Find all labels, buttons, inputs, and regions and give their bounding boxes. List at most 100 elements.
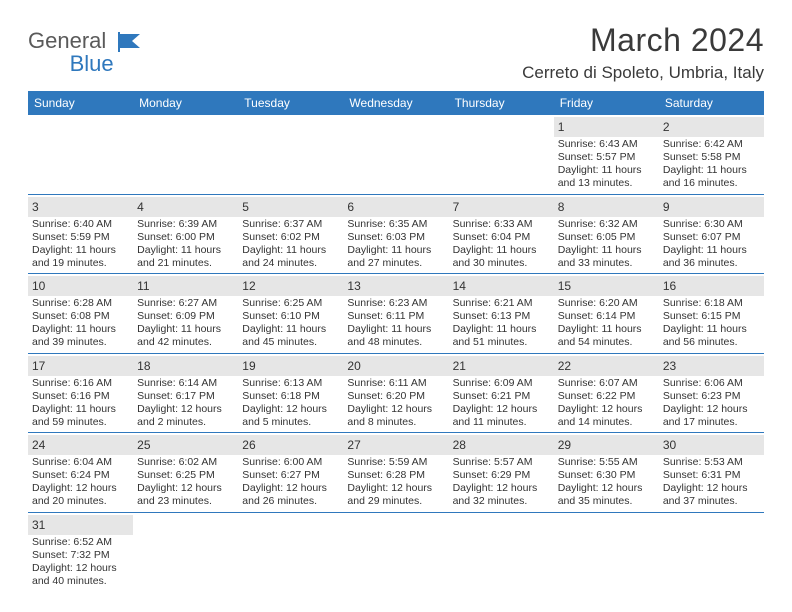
day-number-bar: 26 [238, 435, 343, 455]
day-cell: 26Sunrise: 6:00 AMSunset: 6:27 PMDayligh… [238, 433, 343, 512]
day-cell: 30Sunrise: 5:53 AMSunset: 6:31 PMDayligh… [659, 433, 764, 512]
day-info-line: Sunset: 5:58 PM [663, 151, 760, 164]
day-info-line: Daylight: 12 hours [137, 403, 234, 416]
week-row: 17Sunrise: 6:16 AMSunset: 6:16 PMDayligh… [28, 354, 764, 434]
day-number: 28 [453, 438, 466, 452]
day-cell [238, 513, 343, 592]
day-info-line: Sunrise: 6:42 AM [663, 138, 760, 151]
day-number-bar: 17 [28, 356, 133, 376]
day-number-bar: 18 [133, 356, 238, 376]
day-cell: 12Sunrise: 6:25 AMSunset: 6:10 PMDayligh… [238, 274, 343, 353]
page-title: March 2024 [522, 22, 764, 59]
day-info-line: Sunset: 6:16 PM [32, 390, 129, 403]
day-number: 11 [137, 279, 149, 293]
day-info-line: Sunset: 5:57 PM [558, 151, 655, 164]
logo-text-general: General [28, 28, 106, 53]
day-info-line: Daylight: 11 hours [347, 244, 444, 257]
day-info-line: Daylight: 11 hours [558, 323, 655, 336]
day-number-bar: 15 [554, 276, 659, 296]
day-info-line: Sunrise: 6:25 AM [242, 297, 339, 310]
day-info-line: Sunset: 6:25 PM [137, 469, 234, 482]
day-cell: 8Sunrise: 6:32 AMSunset: 6:05 PMDaylight… [554, 195, 659, 274]
day-number: 22 [558, 359, 571, 373]
day-info-line: Daylight: 11 hours [663, 323, 760, 336]
day-number: 21 [453, 359, 466, 373]
day-cell: 21Sunrise: 6:09 AMSunset: 6:21 PMDayligh… [449, 354, 554, 433]
day-cell: 11Sunrise: 6:27 AMSunset: 6:09 PMDayligh… [133, 274, 238, 353]
day-cell [554, 513, 659, 592]
day-cell: 4Sunrise: 6:39 AMSunset: 6:00 PMDaylight… [133, 195, 238, 274]
day-info-line: Sunset: 6:24 PM [32, 469, 129, 482]
day-info-line: and 20 minutes. [32, 495, 129, 508]
day-number-bar: 3 [28, 197, 133, 217]
day-number-bar: 31 [28, 515, 133, 535]
day-number: 8 [558, 200, 565, 214]
day-info-line: Daylight: 12 hours [32, 562, 129, 575]
day-info-line: Sunrise: 6:32 AM [558, 218, 655, 231]
day-info-line: Sunset: 6:15 PM [663, 310, 760, 323]
day-cell: 20Sunrise: 6:11 AMSunset: 6:20 PMDayligh… [343, 354, 448, 433]
day-cell: 29Sunrise: 5:55 AMSunset: 6:30 PMDayligh… [554, 433, 659, 512]
day-cell [343, 115, 448, 194]
day-info-line: Sunset: 6:14 PM [558, 310, 655, 323]
day-info-line: and 11 minutes. [453, 416, 550, 429]
day-info-line: and 33 minutes. [558, 257, 655, 270]
day-info-line: Sunset: 6:09 PM [137, 310, 234, 323]
day-info-line: Daylight: 12 hours [663, 403, 760, 416]
day-info-line: and 36 minutes. [663, 257, 760, 270]
day-info-line: and 14 minutes. [558, 416, 655, 429]
day-number: 30 [663, 438, 676, 452]
day-number-bar: 6 [343, 197, 448, 217]
day-info-line: Daylight: 12 hours [137, 482, 234, 495]
day-info-line: and 26 minutes. [242, 495, 339, 508]
day-info-line: Daylight: 12 hours [32, 482, 129, 495]
day-info-line: Daylight: 12 hours [453, 482, 550, 495]
day-info-line: Sunrise: 6:43 AM [558, 138, 655, 151]
day-info-line: Sunrise: 6:28 AM [32, 297, 129, 310]
day-cell: 25Sunrise: 6:02 AMSunset: 6:25 PMDayligh… [133, 433, 238, 512]
day-info-line: Sunrise: 5:57 AM [453, 456, 550, 469]
day-info-line: Sunrise: 5:55 AM [558, 456, 655, 469]
day-cell: 14Sunrise: 6:21 AMSunset: 6:13 PMDayligh… [449, 274, 554, 353]
day-info-line: and 37 minutes. [663, 495, 760, 508]
day-number-bar: 14 [449, 276, 554, 296]
logo-text-blue: Blue [70, 51, 114, 76]
day-info-line: Sunrise: 6:23 AM [347, 297, 444, 310]
day-number-bar: 28 [449, 435, 554, 455]
day-number-bar: 8 [554, 197, 659, 217]
day-info-line: Sunrise: 6:33 AM [453, 218, 550, 231]
day-cell [238, 115, 343, 194]
day-number: 24 [32, 438, 45, 452]
day-info-line: and 29 minutes. [347, 495, 444, 508]
day-cell [28, 115, 133, 194]
day-number-bar: 23 [659, 356, 764, 376]
day-number: 3 [32, 200, 39, 214]
day-number-bar: 9 [659, 197, 764, 217]
day-info-line: and 27 minutes. [347, 257, 444, 270]
day-cell: 10Sunrise: 6:28 AMSunset: 6:08 PMDayligh… [28, 274, 133, 353]
day-info-line: Sunset: 6:10 PM [242, 310, 339, 323]
day-number-bar: 1 [554, 117, 659, 137]
week-row: 24Sunrise: 6:04 AMSunset: 6:24 PMDayligh… [28, 433, 764, 513]
weekday-thu: Thursday [449, 91, 554, 115]
day-info-line: Sunset: 5:59 PM [32, 231, 129, 244]
day-info-line: Daylight: 12 hours [663, 482, 760, 495]
day-cell: 1Sunrise: 6:43 AMSunset: 5:57 PMDaylight… [554, 115, 659, 194]
day-info-line: and 23 minutes. [137, 495, 234, 508]
day-info-line: Sunset: 6:04 PM [453, 231, 550, 244]
day-number-bar: 7 [449, 197, 554, 217]
weekday-tue: Tuesday [238, 91, 343, 115]
day-info-line: Sunrise: 6:35 AM [347, 218, 444, 231]
day-cell: 18Sunrise: 6:14 AMSunset: 6:17 PMDayligh… [133, 354, 238, 433]
day-cell: 5Sunrise: 6:37 AMSunset: 6:02 PMDaylight… [238, 195, 343, 274]
day-number-bar: 20 [343, 356, 448, 376]
weekday-mon: Monday [133, 91, 238, 115]
day-info-line: Sunset: 6:21 PM [453, 390, 550, 403]
day-info-line: Daylight: 11 hours [663, 164, 760, 177]
logo-text-wrap: General GenBlue [28, 30, 114, 76]
location-text: Cerreto di Spoleto, Umbria, Italy [522, 63, 764, 83]
day-info-line: and 40 minutes. [32, 575, 129, 588]
day-info-line: Sunset: 6:07 PM [663, 231, 760, 244]
day-info-line: Daylight: 11 hours [242, 323, 339, 336]
day-cell: 7Sunrise: 6:33 AMSunset: 6:04 PMDaylight… [449, 195, 554, 274]
